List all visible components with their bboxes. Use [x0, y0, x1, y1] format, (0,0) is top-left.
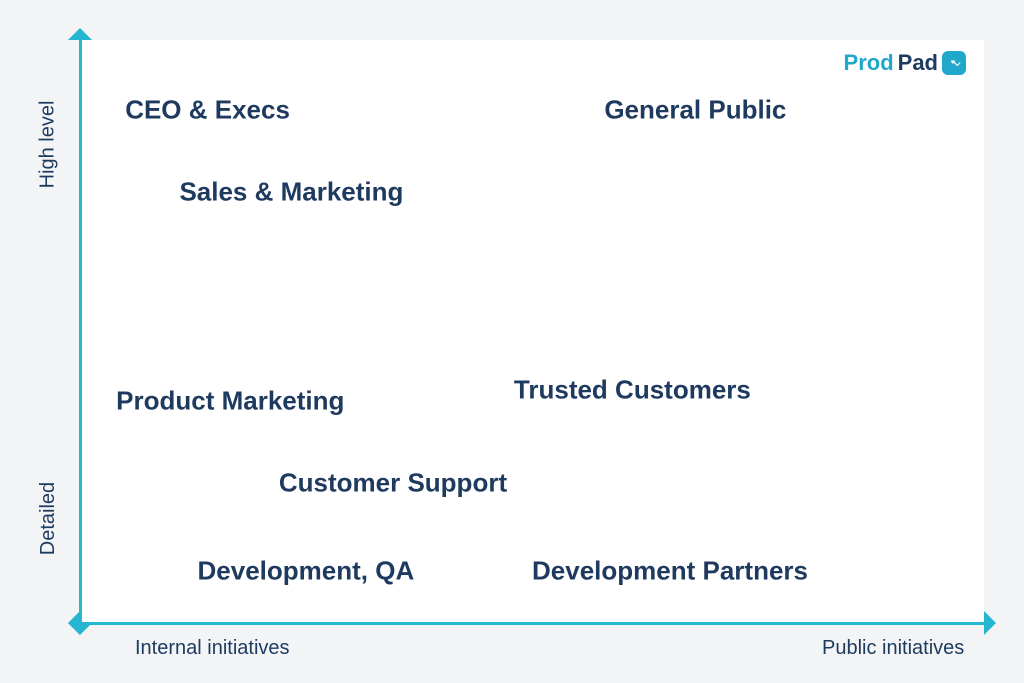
data-point: Product Marketing	[116, 386, 344, 417]
x-axis-label: Public initiatives	[822, 637, 964, 660]
prodpad-logo: ProdPad	[844, 50, 966, 76]
data-point: Trusted Customers	[514, 374, 751, 405]
data-point: Development Partners	[532, 555, 808, 586]
data-point: Sales & Marketing	[179, 176, 403, 207]
data-point: CEO & Execs	[125, 94, 290, 125]
logo-text-b: Pad	[898, 50, 938, 76]
y-axis-line	[79, 40, 82, 623]
data-point: Customer Support	[279, 468, 507, 499]
data-point: Development, QA	[198, 555, 415, 586]
plot-background	[80, 40, 984, 623]
logo-text-a: Prod	[844, 50, 894, 76]
arrowhead-right	[984, 611, 996, 635]
data-point: General Public	[604, 94, 786, 125]
y-axis-label: High level	[36, 101, 59, 189]
prodpad-icon	[942, 51, 966, 75]
arrowhead-left	[68, 611, 80, 635]
x-axis-label: Internal initiatives	[135, 637, 290, 660]
x-axis-line	[80, 622, 984, 625]
y-axis-label: Detailed	[37, 481, 60, 554]
arrowhead-up	[68, 28, 92, 40]
